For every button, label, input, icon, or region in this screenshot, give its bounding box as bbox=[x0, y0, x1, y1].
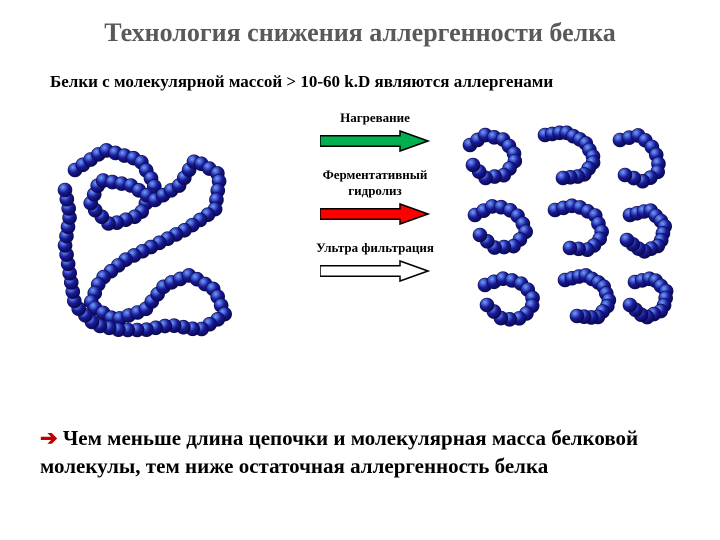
conclusion-text: ➔ Чем меньше длина цепочки и молекулярна… bbox=[40, 425, 680, 480]
diagram-area: Нагревание Ферментативныйгидролиз Ультра… bbox=[45, 110, 675, 360]
protein-fragments bbox=[455, 120, 675, 340]
step-label-3: Ультра фильтрация bbox=[290, 240, 460, 256]
subtitle: Белки с молекулярной массой > 10-60 k.D … bbox=[50, 72, 553, 92]
arrow-right-icon: ➔ bbox=[40, 426, 58, 450]
step-label-2: Ферментативныйгидролиз bbox=[290, 167, 460, 199]
protein-folded bbox=[45, 130, 255, 340]
step-label-1: Нагревание bbox=[290, 110, 460, 126]
step-arrow-1 bbox=[290, 129, 460, 153]
page-title: Технология снижения аллергенности белка bbox=[0, 18, 720, 48]
step-arrow-2 bbox=[290, 202, 460, 226]
step-arrow-3 bbox=[290, 259, 460, 283]
process-column: Нагревание Ферментативныйгидролиз Ультра… bbox=[290, 110, 460, 297]
